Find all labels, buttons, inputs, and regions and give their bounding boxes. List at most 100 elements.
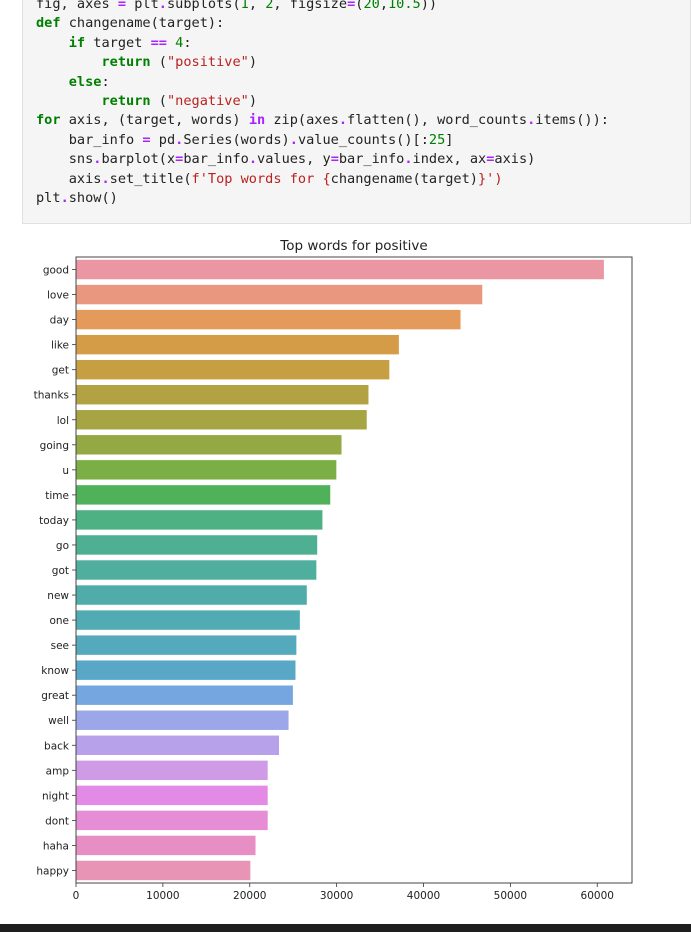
code-token: ( bbox=[150, 93, 167, 110]
code-token: = bbox=[117, 0, 127, 12]
bar-get bbox=[75, 359, 390, 380]
code-editor[interactable]: fig, axes = plt.subplots(1, 2, figsize=(… bbox=[36, 0, 609, 208]
bar-know bbox=[75, 659, 297, 681]
code-token: , figsize bbox=[273, 0, 348, 12]
code-token: bar_info bbox=[183, 151, 249, 168]
code-token: items()): bbox=[535, 112, 609, 129]
code-token: == bbox=[150, 34, 167, 51]
code-token: ) bbox=[248, 54, 257, 71]
code-token: . bbox=[338, 112, 348, 129]
y-tick-label: go bbox=[56, 540, 69, 552]
code-line: def changename(target): bbox=[36, 14, 609, 33]
x-tick-label: 50000 bbox=[494, 890, 527, 902]
code-token: = bbox=[486, 151, 495, 168]
bar-one bbox=[75, 609, 301, 631]
code-token: . bbox=[527, 112, 536, 129]
x-tick-label: 40000 bbox=[407, 890, 440, 902]
bar-lol bbox=[75, 409, 368, 431]
chart-title: Top words for positive bbox=[279, 238, 427, 254]
bar-like bbox=[75, 334, 400, 355]
code-token: in bbox=[248, 112, 266, 129]
y-tick-label: u bbox=[62, 465, 69, 477]
x-tick-label: 0 bbox=[73, 890, 80, 902]
code-token bbox=[36, 74, 69, 90]
code-token: else bbox=[68, 73, 102, 90]
code-token: value_counts()[: bbox=[297, 131, 429, 148]
code-token: { bbox=[322, 170, 331, 187]
y-tick-label: love bbox=[47, 290, 69, 302]
code-token: subplots( bbox=[166, 0, 241, 12]
y-tick-label: back bbox=[44, 740, 70, 752]
bar-day bbox=[75, 309, 462, 330]
bar-today bbox=[75, 509, 324, 531]
code-token: sns bbox=[36, 151, 94, 168]
code-line: axis.set_title(f'Top words for {changena… bbox=[36, 170, 609, 189]
code-token: flatten(), word_counts bbox=[347, 112, 528, 129]
x-tick-label: 20000 bbox=[233, 890, 266, 902]
code-token: bar_info bbox=[36, 131, 143, 148]
code-line: return ("positive") bbox=[36, 53, 609, 72]
code-cell[interactable]: fig, axes = plt.subplots(1, 2, figsize=(… bbox=[22, 0, 691, 224]
bar-go bbox=[75, 534, 318, 556]
bar-amp bbox=[75, 760, 269, 781]
code-token bbox=[36, 54, 101, 70]
code-token: axis) bbox=[494, 151, 536, 168]
bottom-bar bbox=[0, 924, 691, 932]
y-tick-label: know bbox=[41, 665, 69, 677]
code-token: return bbox=[101, 93, 151, 110]
code-token: = bbox=[347, 0, 356, 12]
code-token: . bbox=[248, 151, 258, 168]
y-tick-label: see bbox=[51, 640, 69, 652]
x-tick-label: 60000 bbox=[581, 890, 614, 902]
bar-haha bbox=[75, 835, 257, 856]
code-token: . bbox=[158, 0, 167, 12]
x-tick-label: 30000 bbox=[320, 890, 353, 902]
code-token: ] bbox=[445, 131, 454, 148]
code-token: index, ax bbox=[412, 151, 487, 168]
bar-time bbox=[75, 484, 331, 506]
code-token: 1 bbox=[240, 0, 249, 12]
bar-new bbox=[75, 584, 308, 606]
code-token: "negative" bbox=[166, 93, 249, 110]
code-line: return ("negative") bbox=[36, 92, 609, 111]
code-token: zip(axes bbox=[265, 112, 339, 129]
bar-well bbox=[75, 709, 290, 731]
code-token: fig, axes bbox=[36, 0, 118, 12]
code-token: = bbox=[142, 131, 151, 148]
code-token: barplot(x bbox=[101, 151, 176, 168]
code-token: axis bbox=[36, 170, 102, 187]
code-line: for axis, (target, words) in zip(axes.fl… bbox=[36, 111, 609, 130]
code-line: sns.barplot(x=bar_info.values, y=bar_inf… bbox=[36, 150, 609, 169]
y-tick-label: time bbox=[45, 490, 69, 502]
code-token: axis, (target, words) bbox=[60, 112, 249, 129]
y-tick-label: happy bbox=[36, 865, 69, 877]
bar-good bbox=[75, 259, 605, 280]
y-tick-label: good bbox=[43, 265, 69, 277]
code-token: pd bbox=[150, 131, 176, 148]
x-tick-label: 10000 bbox=[146, 890, 179, 902]
bar-great bbox=[75, 684, 294, 706]
code-line: plt.show() bbox=[36, 189, 609, 208]
code-token: . bbox=[289, 131, 298, 148]
code-line: else: bbox=[36, 73, 609, 92]
bar-night bbox=[75, 785, 269, 806]
code-token: ( bbox=[150, 54, 167, 71]
bar-thanks bbox=[75, 384, 370, 406]
code-token: : bbox=[183, 34, 192, 51]
code-token: if bbox=[68, 34, 86, 51]
code-token: Series(words) bbox=[183, 131, 290, 148]
y-tick-label: lol bbox=[57, 415, 69, 427]
y-tick-label: day bbox=[50, 315, 69, 327]
code-token bbox=[36, 93, 101, 109]
y-tick-label: like bbox=[51, 340, 69, 352]
code-token: )) bbox=[420, 0, 438, 12]
code-token: . bbox=[404, 151, 413, 168]
code-token: 20 bbox=[363, 0, 380, 12]
code-token: set_title( bbox=[109, 170, 192, 187]
code-line: if target == 4: bbox=[36, 34, 609, 53]
code-token: changename(target) bbox=[330, 170, 478, 187]
code-token: 25 bbox=[428, 131, 446, 148]
code-token: 4 bbox=[175, 34, 184, 51]
y-tick-label: great bbox=[41, 690, 69, 702]
code-token: : bbox=[101, 73, 110, 90]
